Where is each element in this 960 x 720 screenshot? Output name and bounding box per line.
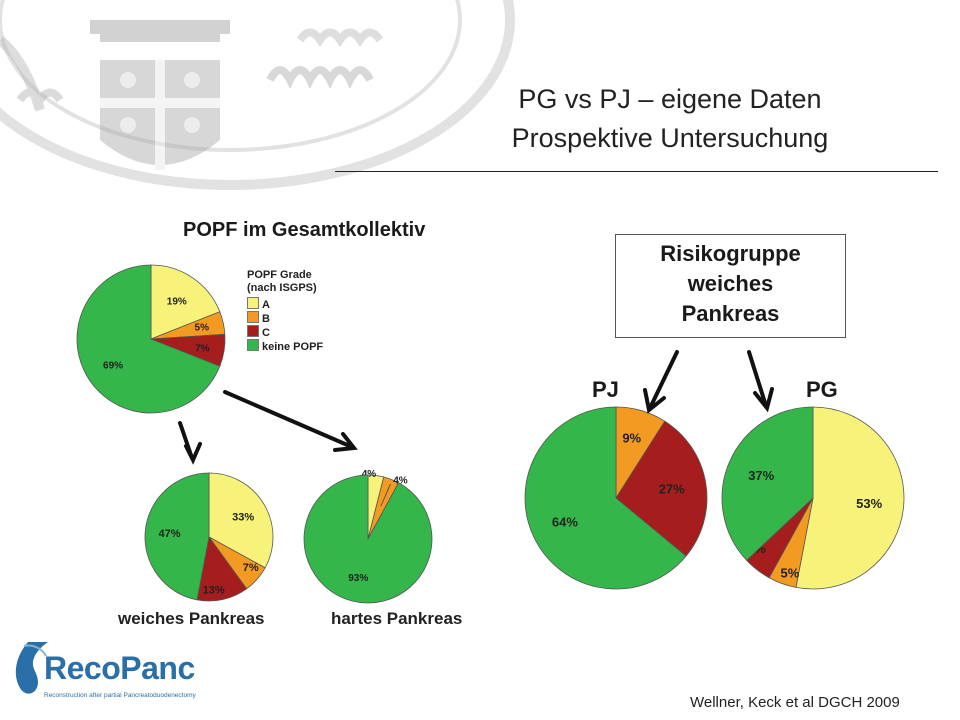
legend-entry-none: keine POPF [247, 339, 323, 353]
pie-0-label-b: 5% [195, 322, 210, 333]
pie-0-label-a: 19% [167, 297, 187, 308]
arrow-to-hard [223, 390, 354, 449]
caption-hard: hartes Pankreas [331, 609, 463, 628]
pie-3-label-c: 27% [659, 482, 685, 497]
legend-entry-c: C [247, 325, 323, 339]
arrow-to-hard-head [333, 432, 358, 452]
label-pj: PJ [592, 377, 619, 402]
title-line-1: PG vs PJ – eigene Daten [518, 84, 822, 114]
pie-2-label-keine-popf: 93% [348, 573, 368, 584]
label-pg: PG [806, 377, 838, 402]
pie-0-label-c: 7% [195, 344, 210, 355]
title-line-2: Prospektive Untersuchung [511, 123, 829, 153]
pie-0: 19% 5% 7% 69% [76, 264, 226, 414]
legend-entry-b: B [247, 311, 323, 325]
legend-label-c: C [262, 327, 270, 339]
arrow-to-soft-head [184, 442, 202, 465]
pie-4-slice-keine-popf [721, 406, 814, 561]
legend-swatch-b [247, 311, 259, 323]
pie-1-slice-keine-popf [144, 472, 210, 601]
logo-text: RecoPanc [44, 650, 195, 686]
risk-box-line-1: Risikogruppe [660, 241, 801, 266]
arrow-to-pg [747, 350, 768, 408]
risk-group-box: Risikogruppe weiches Pankreas [615, 234, 846, 338]
title-divider [335, 171, 938, 172]
legend: POPF Grade (nach ISGPS) A B C keine POPF [247, 269, 323, 353]
pie-1-slice-a [208, 472, 274, 569]
legend-title-1: POPF Grade [247, 269, 312, 281]
pie-2-label-b: 4% [393, 476, 408, 487]
seal-watermark [0, 0, 515, 190]
arrow-to-pj [648, 350, 679, 410]
legend-entry-a: A [247, 297, 323, 311]
pie-3-label-keine-popf: 64% [552, 515, 578, 530]
citation: Wellner, Keck et al DGCH 2009 [690, 694, 900, 711]
arrow-to-pj-head [643, 388, 666, 414]
risk-box-line-2: weiches [687, 271, 774, 296]
pie-2-leader-line [380, 483, 391, 507]
pie-2-label-a: 4% [362, 469, 377, 480]
pie-1-label-c: 13% [203, 585, 225, 597]
recopanc-logo-icon [15, 642, 48, 694]
recopanc-logo: RecoPanc Reconstruction after partial Pa… [12, 636, 212, 708]
legend-swatch-a [247, 297, 259, 309]
logo-subtext: Reconstruction after partial Pancreatodu… [44, 692, 196, 699]
pie-4-label-a: 53% [856, 496, 882, 511]
legend-label-a: A [262, 299, 270, 311]
legend-label-none: keine POPF [262, 341, 324, 353]
pie-1-label-b: 7% [243, 562, 259, 574]
pie-0-label-keine-popf: 69% [103, 360, 123, 371]
pie-4-label-b: 5% [780, 566, 799, 581]
pie-2-slice-keine-popf [303, 474, 433, 604]
pie-4: 53%5%5%37% [721, 406, 905, 590]
pie-0-slice-keine-popf [76, 264, 221, 414]
legend-label-b: B [262, 313, 270, 325]
caption-soft: weiches Pankreas [118, 609, 265, 628]
pie-1: 33% 7% 13% 47% [144, 472, 274, 602]
pie-1-label-keine-popf: 47% [158, 528, 180, 540]
pie-4-slice-a [795, 406, 905, 590]
legend-title-2: (nach ISGPS) [247, 282, 317, 294]
legend-swatch-c [247, 325, 259, 337]
subtitle-left: POPF im Gesamtkollektiv [183, 219, 426, 241]
pie-3-slice-keine-popf [524, 406, 687, 590]
pie-3-label-b: 9% [622, 430, 641, 445]
pie-3-slice-c [615, 420, 708, 557]
pie-2: 4% 4% 93% [303, 469, 433, 604]
legend-swatch-none [247, 339, 259, 351]
pie-1-label-a: 33% [232, 512, 254, 524]
risk-box-line-3: Pankreas [681, 301, 780, 326]
pie-0-slice-a [150, 264, 221, 340]
pie-3: 9% 27% 64% [524, 406, 708, 590]
pie-4-label-keine-popf: 37% [748, 468, 774, 483]
arrow-to-pg-head [753, 387, 774, 413]
